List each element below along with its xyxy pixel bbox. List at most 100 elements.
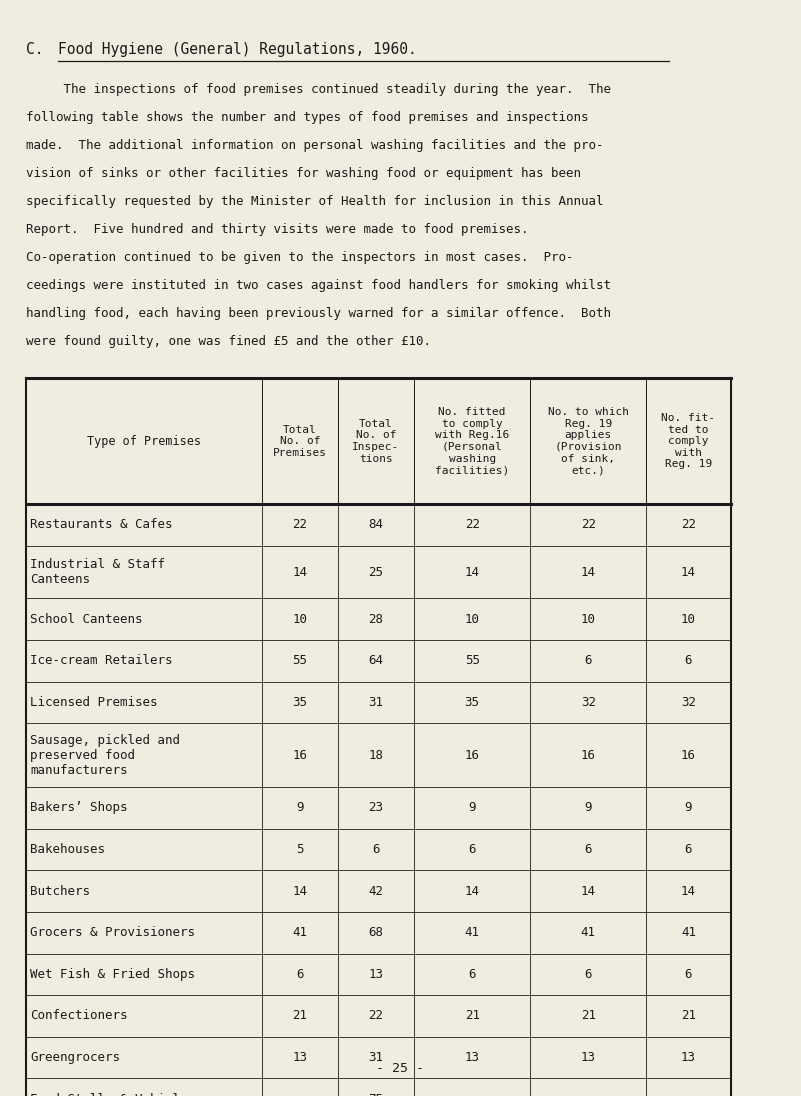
Text: 9: 9	[685, 801, 692, 814]
Text: C.: C.	[26, 42, 43, 57]
Text: 14: 14	[681, 884, 696, 898]
Text: handling food, each having been previously warned for a similar offence.  Both: handling food, each having been previous…	[26, 307, 610, 320]
Text: No. fitted
to comply
with Reg.16
(Personal
washing
facilities): No. fitted to comply with Reg.16 (Person…	[435, 407, 509, 476]
Text: 84: 84	[368, 518, 384, 532]
Text: 22: 22	[581, 518, 596, 532]
Text: Wet Fish & Fried Shops: Wet Fish & Fried Shops	[30, 968, 195, 981]
Text: 13: 13	[292, 1051, 308, 1064]
Text: were found guilty, one was fined £5 and the other £10.: were found guilty, one was fined £5 and …	[26, 334, 431, 347]
Text: No. fit-
ted to
comply
with
Reg. 19: No. fit- ted to comply with Reg. 19	[662, 413, 715, 469]
Text: -: -	[585, 1093, 592, 1096]
Text: 6: 6	[372, 843, 380, 856]
Text: 55: 55	[465, 654, 480, 667]
Text: 25: 25	[368, 566, 384, 579]
Text: 16: 16	[581, 749, 596, 762]
Text: -: -	[296, 1093, 304, 1096]
Text: No. to which
Reg. 19
applies
(Provision
of sink,
etc.): No. to which Reg. 19 applies (Provision …	[548, 407, 629, 476]
Text: 6: 6	[585, 843, 592, 856]
Text: Type of Premises: Type of Premises	[87, 435, 201, 447]
Text: 16: 16	[292, 749, 308, 762]
Text: 14: 14	[292, 884, 308, 898]
Text: - 25 -: - 25 -	[376, 1062, 425, 1075]
Text: 9: 9	[469, 801, 476, 814]
Text: 6: 6	[585, 968, 592, 981]
Text: 10: 10	[292, 613, 308, 626]
Text: 14: 14	[465, 884, 480, 898]
Text: -: -	[685, 1093, 692, 1096]
Text: Ice-cream Retailers: Ice-cream Retailers	[30, 654, 173, 667]
Text: 6: 6	[685, 968, 692, 981]
Text: 22: 22	[681, 518, 696, 532]
Text: 31: 31	[368, 1051, 384, 1064]
Text: 6: 6	[685, 654, 692, 667]
Text: 6: 6	[469, 843, 476, 856]
Text: 14: 14	[681, 566, 696, 579]
Text: 23: 23	[368, 801, 384, 814]
Text: 16: 16	[681, 749, 696, 762]
Text: Bakehouses: Bakehouses	[30, 843, 106, 856]
Text: 13: 13	[368, 968, 384, 981]
Text: 10: 10	[581, 613, 596, 626]
Text: 22: 22	[368, 1009, 384, 1023]
Text: Report.  Five hundred and thirty visits were made to food premises.: Report. Five hundred and thirty visits w…	[26, 224, 528, 236]
Text: School Canteens: School Canteens	[30, 613, 143, 626]
Text: 13: 13	[681, 1051, 696, 1064]
Text: 13: 13	[581, 1051, 596, 1064]
Text: Restaurants & Cafes: Restaurants & Cafes	[30, 518, 173, 532]
Text: Confectioners: Confectioners	[30, 1009, 128, 1023]
Text: 10: 10	[681, 613, 696, 626]
Text: 35: 35	[465, 696, 480, 709]
Text: Licensed Premises: Licensed Premises	[30, 696, 158, 709]
Text: 6: 6	[296, 968, 304, 981]
Text: Total
No. of
Inspec-
tions: Total No. of Inspec- tions	[352, 419, 400, 464]
Text: 75: 75	[368, 1093, 384, 1096]
Text: 21: 21	[292, 1009, 308, 1023]
Text: 14: 14	[581, 884, 596, 898]
Text: Sausage, pickled and
preserved food
manufacturers: Sausage, pickled and preserved food manu…	[30, 733, 180, 777]
Text: Butchers: Butchers	[30, 884, 91, 898]
Text: 9: 9	[585, 801, 592, 814]
Text: 68: 68	[368, 926, 384, 939]
Text: 6: 6	[685, 843, 692, 856]
Text: 18: 18	[368, 749, 384, 762]
Text: 55: 55	[292, 654, 308, 667]
Text: 6: 6	[469, 968, 476, 981]
Text: 31: 31	[368, 696, 384, 709]
Text: 41: 41	[465, 926, 480, 939]
Text: 64: 64	[368, 654, 384, 667]
Text: Industrial & Staff
Canteens: Industrial & Staff Canteens	[30, 558, 166, 586]
Text: 16: 16	[465, 749, 480, 762]
Text: 10: 10	[465, 613, 480, 626]
Text: 14: 14	[581, 566, 596, 579]
Text: 35: 35	[292, 696, 308, 709]
Text: specifically requested by the Minister of Health for inclusion in this Annual: specifically requested by the Minister o…	[26, 195, 603, 208]
Text: ceedings were instituted in two cases against food handlers for smoking whilst: ceedings were instituted in two cases ag…	[26, 278, 610, 292]
Text: 21: 21	[681, 1009, 696, 1023]
Text: Grocers & Provisioners: Grocers & Provisioners	[30, 926, 195, 939]
Text: 14: 14	[292, 566, 308, 579]
Text: 21: 21	[581, 1009, 596, 1023]
Text: 14: 14	[465, 566, 480, 579]
Text: 21: 21	[465, 1009, 480, 1023]
Text: made.  The additional information on personal washing facilities and the pro-: made. The additional information on pers…	[26, 139, 603, 152]
Text: -: -	[469, 1093, 476, 1096]
Text: 5: 5	[296, 843, 304, 856]
Text: The inspections of food premises continued steadily during the year.  The: The inspections of food premises continu…	[26, 83, 610, 96]
Text: 13: 13	[465, 1051, 480, 1064]
Text: 22: 22	[292, 518, 308, 532]
Text: 42: 42	[368, 884, 384, 898]
Text: following table shows the number and types of food premises and inspections: following table shows the number and typ…	[26, 111, 588, 124]
Text: 22: 22	[465, 518, 480, 532]
Text: Food Stalls & Vehicles: Food Stalls & Vehicles	[30, 1093, 195, 1096]
Text: Total
No. of
Premises: Total No. of Premises	[273, 424, 327, 458]
Text: 9: 9	[296, 801, 304, 814]
Text: 32: 32	[681, 696, 696, 709]
Text: 28: 28	[368, 613, 384, 626]
Text: 41: 41	[292, 926, 308, 939]
Text: Co-operation continued to be given to the inspectors in most cases.  Pro-: Co-operation continued to be given to th…	[26, 251, 574, 264]
Text: 41: 41	[581, 926, 596, 939]
Text: Greengrocers: Greengrocers	[30, 1051, 120, 1064]
Text: 6: 6	[585, 654, 592, 667]
Text: Bakers’ Shops: Bakers’ Shops	[30, 801, 128, 814]
Text: 32: 32	[581, 696, 596, 709]
